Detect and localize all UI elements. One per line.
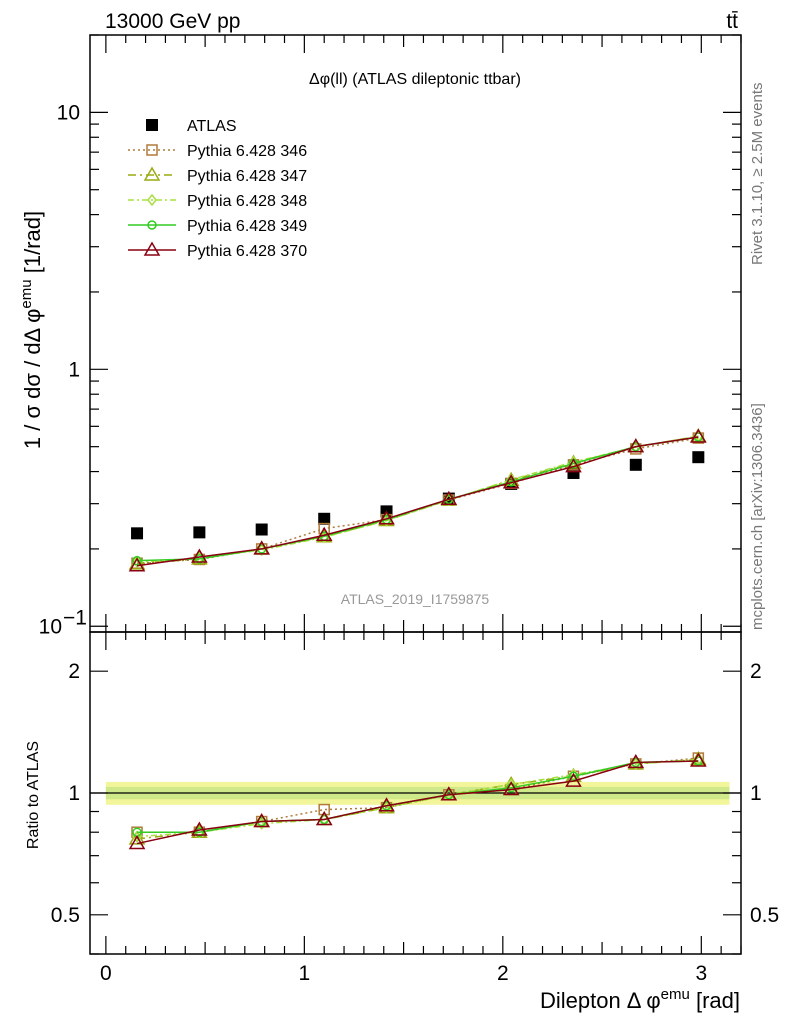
- ratio-panel: 0.5 0.5 1 1 2 2 0 1 2 3 Ratio to ATLAS Dilepton Δ…: [25, 631, 779, 1013]
- main-y-tick-label: 10: [39, 615, 62, 638]
- ratio-y-tick-label-right: 1: [750, 782, 762, 805]
- ratio-y-tick-label-right: 0.5: [750, 904, 779, 927]
- main-point-data: [193, 526, 206, 539]
- ratio-point-370: [565, 772, 582, 787]
- main-point-370: [191, 548, 208, 563]
- legend-entry-348: Pythia 6.428 348: [128, 193, 307, 210]
- ratio-y-tick-label: 0.5: [51, 904, 80, 927]
- legend-marker-347: [143, 166, 161, 181]
- legend-marker-346: [146, 144, 158, 156]
- main-line-370: [136, 436, 699, 567]
- main-point-346: [318, 522, 330, 535]
- main-y-tick-label: 1: [68, 358, 80, 381]
- main-point-349: [132, 555, 142, 566]
- x-tick-label: 0: [100, 962, 112, 985]
- main-point-370: [128, 557, 146, 572]
- main-point-data: [131, 527, 144, 540]
- main-point-data: [567, 466, 580, 479]
- ratio-plot-frame: [89, 631, 742, 955]
- ratio-y-axis-label: Ratio to ATLAS: [25, 741, 42, 849]
- header-final-state: tt̄: [726, 10, 738, 33]
- legend-marker-348: [147, 193, 157, 207]
- ratio-point-370: [253, 813, 270, 828]
- legend: ATLAS Pythia 6.428 346 Pythia 6.428 347 Pyt…: [128, 118, 307, 260]
- ratio-point-370: [502, 781, 520, 796]
- ratio-y-tick-label: 1: [68, 782, 80, 805]
- ratio-point-370: [690, 752, 707, 767]
- ratio-series-370: [128, 752, 707, 850]
- ratio-y-tick-label-right: 2: [750, 660, 762, 683]
- main-point-370: [378, 510, 395, 525]
- main-series-data: [131, 451, 705, 540]
- ratio-point-370: [315, 811, 333, 826]
- ratio-point-370: [191, 821, 208, 836]
- main-point-370: [565, 458, 582, 473]
- ratio-point-370: [128, 835, 146, 850]
- ratio-point-370: [378, 797, 395, 812]
- main-point-370: [440, 490, 458, 506]
- legend-entry-349: Pythia 6.428 349: [128, 218, 307, 235]
- main-point-data: [692, 451, 705, 464]
- main-line-349: [137, 436, 699, 562]
- chart-title: Δφ(ll) (ATLAS dileptonic ttbar): [309, 71, 521, 88]
- legend-label-data: ATLAS: [187, 118, 237, 135]
- legend-label-349: Pythia 6.428 349: [187, 218, 307, 235]
- legend-label-347: Pythia 6.428 347: [187, 168, 307, 185]
- legend-label-370: Pythia 6.428 370: [187, 243, 307, 260]
- header-process: 13000 GeV pp: [105, 10, 240, 33]
- main-point-370: [253, 540, 270, 555]
- legend-label-348: Pythia 6.428 348: [187, 193, 307, 210]
- main-panel: Δφ(ll) (ATLAS dileptonic ttbar) ATLAS_20…: [18, 34, 742, 638]
- legend-marker-data: [146, 119, 158, 131]
- main-point-data: [629, 458, 642, 471]
- x-axis-label: Dilepton Δ φemu [rad]: [540, 986, 740, 1013]
- legend-entry-370: Pythia 6.428 370: [128, 241, 307, 260]
- main-point-data: [318, 512, 331, 525]
- ratio-point-349: [194, 827, 205, 837]
- mcplots-label: mcplots.cern.ch [arXiv:1306.3436]: [749, 403, 766, 630]
- ratio-y-tick-label: 2: [68, 660, 80, 683]
- legend-entry-347: Pythia 6.428 347: [128, 166, 307, 185]
- x-tick-label: 3: [695, 962, 707, 985]
- legend-marker-370: [143, 241, 161, 256]
- main-series-346: [131, 432, 705, 569]
- main-point-370: [502, 474, 520, 489]
- main-point-370: [690, 428, 707, 443]
- x-tick-label: 2: [497, 962, 509, 985]
- main-series-347: [128, 427, 707, 570]
- main-point-370: [627, 438, 645, 453]
- legend-entry-data: ATLAS: [146, 118, 237, 135]
- main-point-370: [315, 526, 333, 542]
- legend-label-346: Pythia 6.428 346: [187, 143, 307, 160]
- main-line-346: [136, 437, 699, 564]
- ratio-line-370: [136, 760, 699, 845]
- ratio-point-349: [568, 771, 579, 782]
- main-line-347: [136, 435, 699, 565]
- ratio-point-370: [627, 753, 645, 769]
- main-y-axis-label: 1 / σ dσ / dΔ φemu [1/rad]: [18, 211, 45, 449]
- analysis-watermark: ATLAS_2019_I1759875: [341, 591, 490, 607]
- x-tick-label: 1: [299, 962, 311, 985]
- main-point-data: [255, 523, 268, 536]
- ratio-point-370: [440, 786, 458, 801]
- rivet-version-label: Rivet 3.1.10, ≥ 2.5M events: [749, 83, 766, 266]
- main-y-tick-label-exponent: −1: [63, 606, 87, 629]
- main-point-349: [194, 554, 205, 564]
- legend-marker-349: [147, 220, 157, 230]
- main-y-tick-label: 10: [57, 101, 80, 124]
- legend-entry-346: Pythia 6.428 346: [128, 143, 307, 160]
- main-series-370: [128, 428, 707, 572]
